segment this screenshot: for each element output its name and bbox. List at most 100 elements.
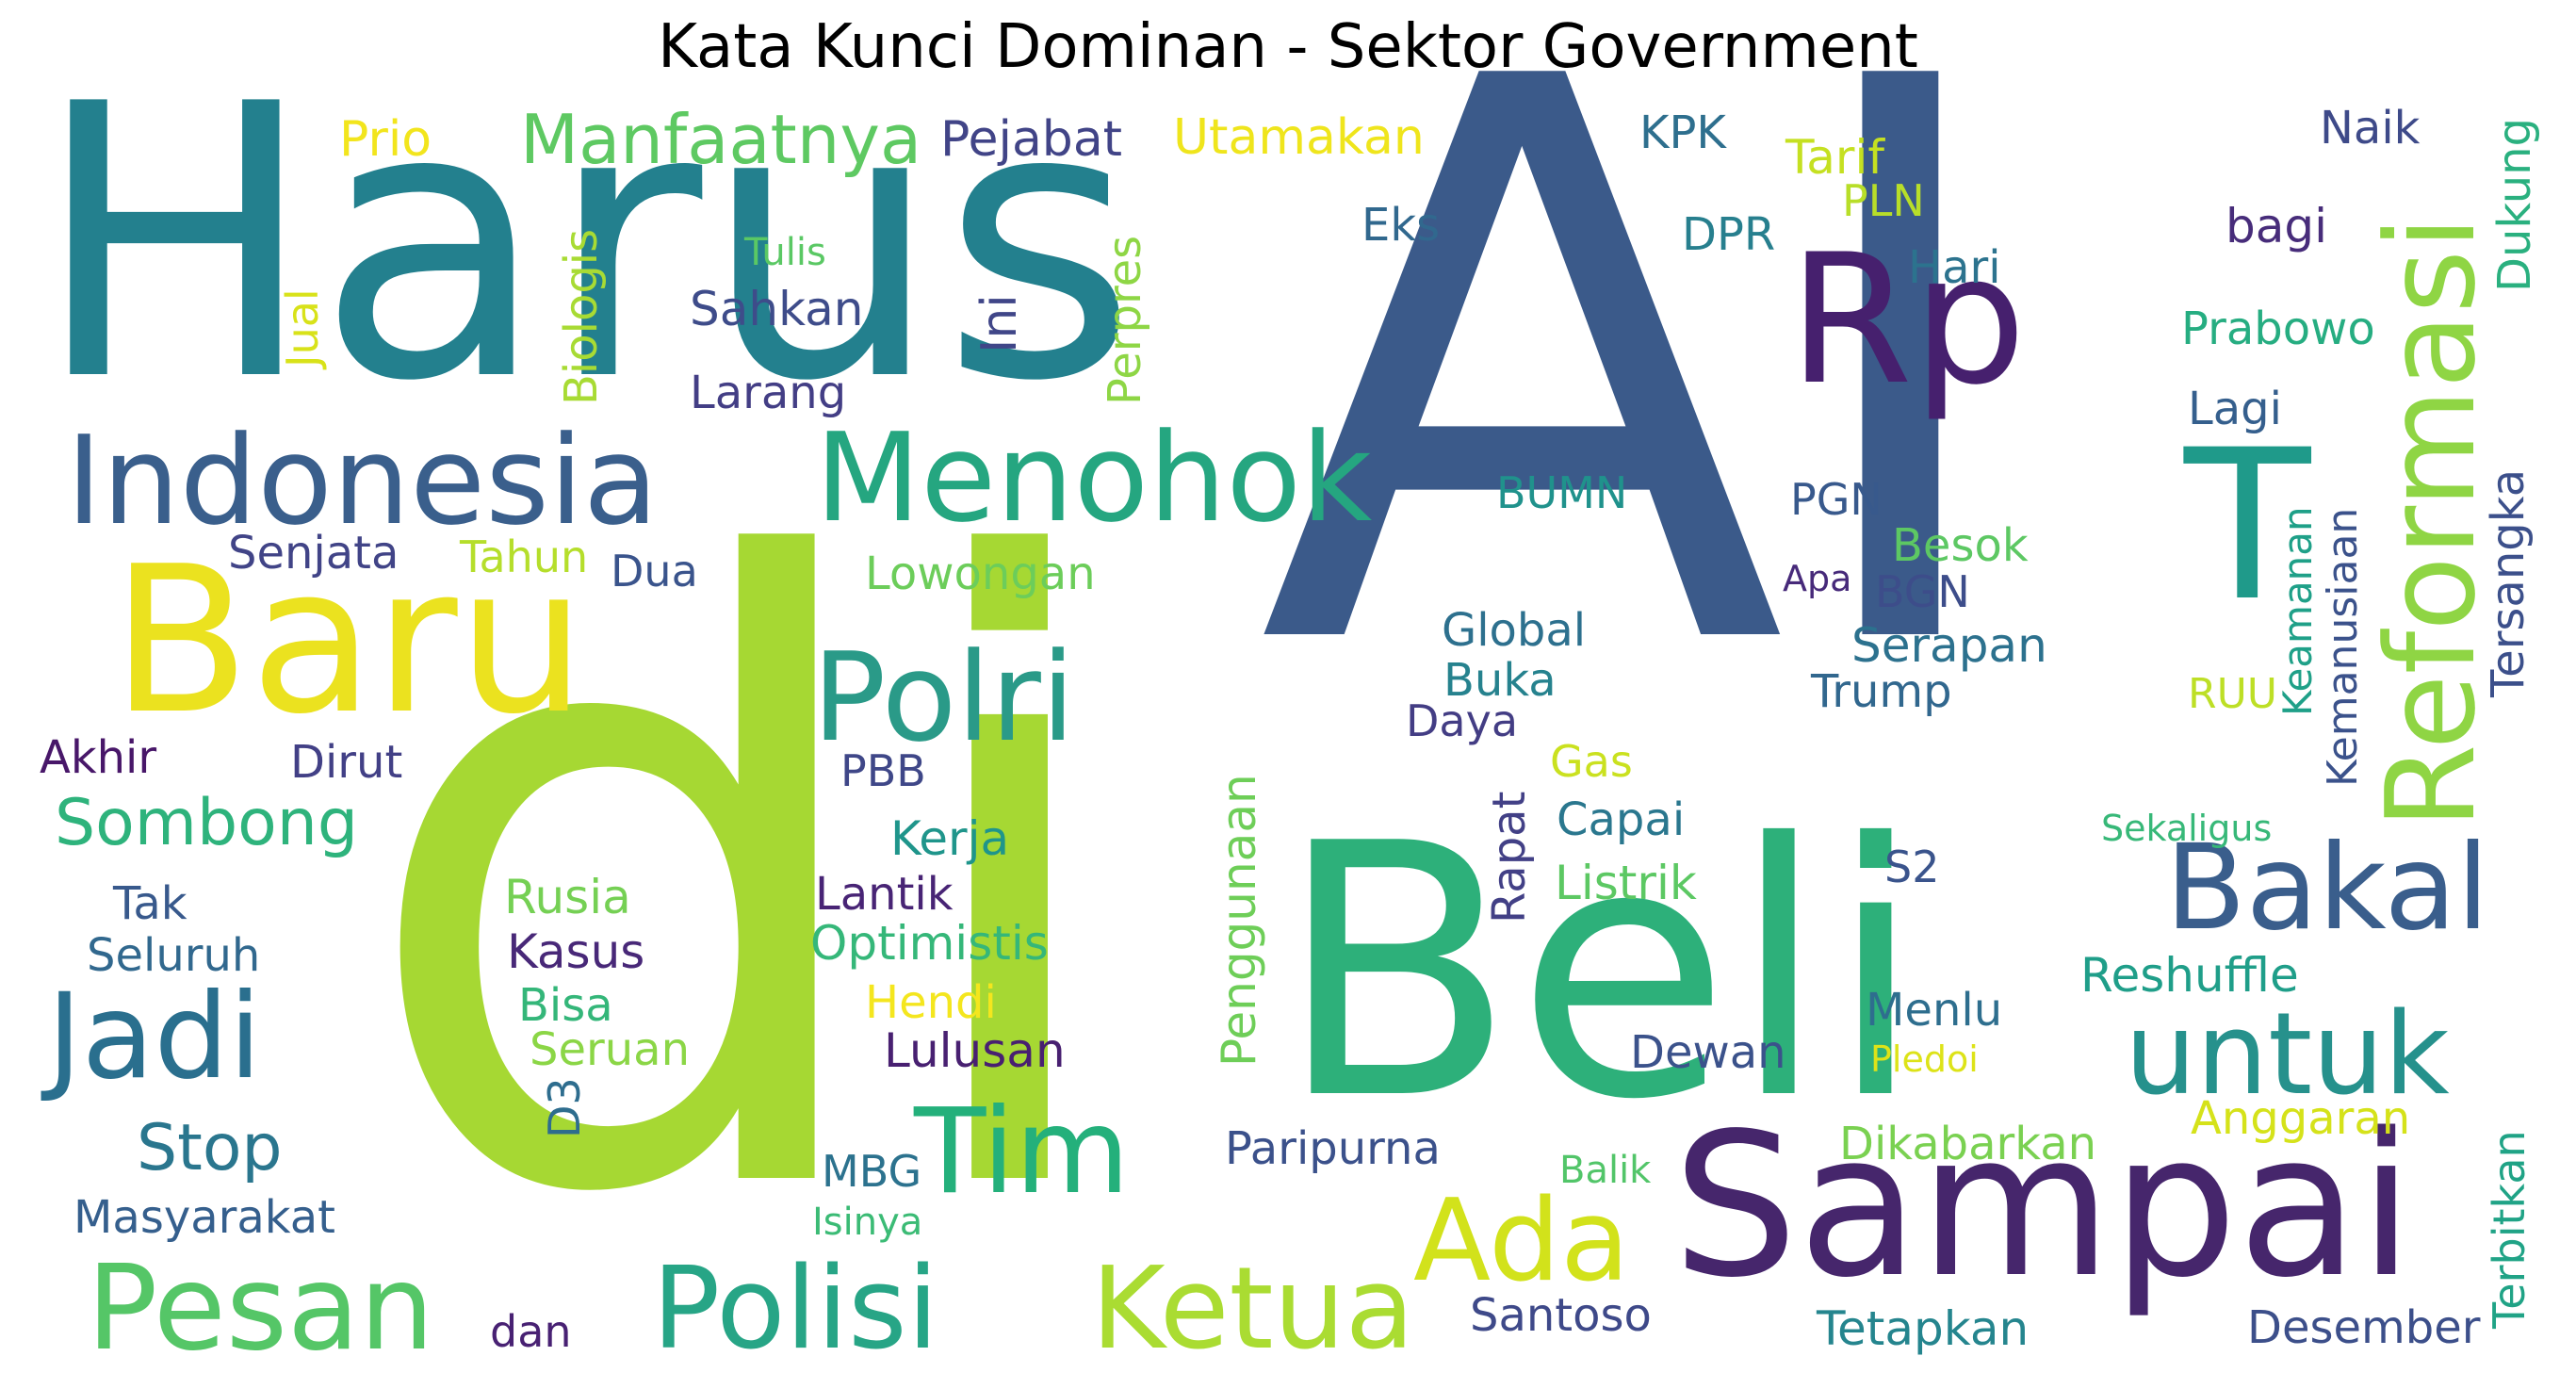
word-pln: PLN xyxy=(1842,175,1925,226)
word-stop: Stop xyxy=(137,1111,283,1185)
word-apa: Apa xyxy=(1783,558,1852,599)
word-tak: Tak xyxy=(113,877,187,930)
word-besok: Besok xyxy=(1892,519,2029,572)
word-lantik: Lantik xyxy=(815,868,954,921)
word-desember: Desember xyxy=(2247,1301,2481,1354)
word-ini: Ini xyxy=(971,294,1028,353)
word-menohok: Menohok xyxy=(815,406,1373,549)
word-pbb: PBB xyxy=(840,745,926,796)
word-untuk: untuk xyxy=(2125,989,2450,1120)
word-indonesia: Indonesia xyxy=(66,409,659,552)
word-bumn: BUMN xyxy=(1496,467,1628,518)
word-keamanan: Keamanan xyxy=(2274,506,2321,716)
word-listrik: Listrik xyxy=(1555,856,1697,910)
word-optimistis: Optimistis xyxy=(810,916,1049,971)
word-harus: Harus xyxy=(33,25,1138,464)
word-dan: dan xyxy=(490,1306,572,1357)
word-mbg: MBG xyxy=(822,1146,922,1197)
word-kerja: Kerja xyxy=(890,811,1010,866)
word-seruan: Seruan xyxy=(530,1023,690,1076)
word-dewan: Dewan xyxy=(1630,1026,1786,1079)
word-di: di xyxy=(353,392,1128,1379)
word-prio: Prio xyxy=(339,111,432,168)
word-polri: Polri xyxy=(812,626,1075,769)
word-kemanusiaan: Kemanusiaan xyxy=(2319,507,2367,787)
word-menlu: Menlu xyxy=(1866,984,2003,1037)
word-bagi: bagi xyxy=(2225,199,2328,253)
word-hari: Hari xyxy=(1908,241,2001,294)
word-trump: Trump xyxy=(1811,665,1952,718)
word-tetapkan: Tetapkan xyxy=(1817,1301,2030,1356)
word-beli: Beli xyxy=(1277,771,1925,1176)
word-daya: Daya xyxy=(1406,695,1519,746)
word-bisa: Bisa xyxy=(518,979,613,1032)
word-kasus: Kasus xyxy=(507,924,645,979)
word-dikabarkan: Dikabarkan xyxy=(1839,1118,2097,1170)
word-larang: Larang xyxy=(690,367,847,419)
word-tim: Tim xyxy=(914,1084,1131,1220)
word-tulis: Tulis xyxy=(744,231,826,274)
word-paripurna: Paripurna xyxy=(1225,1122,1441,1175)
word-global: Global xyxy=(1442,604,1587,657)
word-anggaran: Anggaran xyxy=(2191,1092,2411,1145)
word-sombong: Sombong xyxy=(55,786,359,860)
word-reshuffle: Reshuffle xyxy=(2080,948,2299,1003)
word-penggunaan: Penggunaan xyxy=(1212,774,1266,1067)
word-capai: Capai xyxy=(1557,793,1686,846)
word-dukung: Dukung xyxy=(2488,117,2541,292)
word-d3: D3 xyxy=(539,1077,590,1138)
word-utamakan: Utamakan xyxy=(1173,109,1425,166)
word-jadi: Jadi xyxy=(47,969,262,1105)
word-pejabat: Pejabat xyxy=(940,111,1123,168)
word-buka: Buka xyxy=(1443,654,1557,707)
word-s2: S2 xyxy=(1884,842,1940,892)
word-dpr: DPR xyxy=(1682,208,1776,261)
word-hendi: Hendi xyxy=(865,976,997,1029)
word-ketua: Ketua xyxy=(1091,1244,1415,1375)
word-polisi: Polisi xyxy=(652,1244,939,1375)
word-balik: Balik xyxy=(1559,1149,1652,1192)
word-dua: Dua xyxy=(611,546,698,596)
word-sampai: Sampai xyxy=(1672,1090,2414,1321)
word-naik: Naik xyxy=(2320,102,2421,155)
word-reformasi: Reformasi xyxy=(2359,215,2503,829)
word-kpk: KPK xyxy=(1639,106,1726,159)
word-jual: Jual xyxy=(277,288,328,368)
word-baru: Baru xyxy=(111,522,586,759)
word-pesan: Pesan xyxy=(87,1240,434,1377)
word-pgn: PGN xyxy=(1790,474,1883,525)
word-rusia: Rusia xyxy=(504,870,631,924)
word-bakal: Bakal xyxy=(2165,820,2489,956)
word-biologis: Biologis xyxy=(555,228,608,405)
word-perpres: Perpres xyxy=(1099,235,1151,405)
word-gas: Gas xyxy=(1550,736,1633,787)
word-isinya: Isinya xyxy=(812,1201,923,1244)
word-ruu: RUU xyxy=(2188,670,2277,718)
word-ada: Ada xyxy=(1413,1176,1630,1307)
word-tahun: Tahun xyxy=(460,531,589,582)
word-lagi: Lagi xyxy=(2188,383,2282,435)
word-serapan: Serapan xyxy=(1851,618,2047,673)
word-eks: Eks xyxy=(1361,199,1441,252)
word-bgn: BGN xyxy=(1875,566,1970,617)
word-tersangka: Tersangka xyxy=(2482,468,2535,697)
word-manfaatnya: Manfaatnya xyxy=(520,100,922,179)
chart-title: Kata Kunci Dominan - Sektor Government xyxy=(658,12,1918,82)
word-masyarakat: Masyarakat xyxy=(73,1191,335,1244)
word-terbitkan: Terbitkan xyxy=(2484,1130,2535,1329)
word-seluruh: Seluruh xyxy=(87,929,261,982)
word-rp: Rp xyxy=(1788,216,2027,424)
word-senjata: Senjata xyxy=(228,527,399,580)
word-sekaligus: Sekaligus xyxy=(2101,808,2273,849)
word-rapat: Rapat xyxy=(1483,791,1536,923)
word-lulusan: Lulusan xyxy=(884,1023,1066,1078)
word-tarif: Tarif xyxy=(1785,130,1884,185)
word-t: T xyxy=(2184,405,2311,646)
word-pledoi: Pledoi xyxy=(1870,1038,1979,1080)
word-dirut: Dirut xyxy=(290,736,403,789)
word-akhir: Akhir xyxy=(40,731,157,784)
word-lowongan: Lowongan xyxy=(865,547,1096,600)
word-santoso: Santoso xyxy=(1470,1289,1652,1342)
word-sahkan: Sahkan xyxy=(690,282,864,336)
